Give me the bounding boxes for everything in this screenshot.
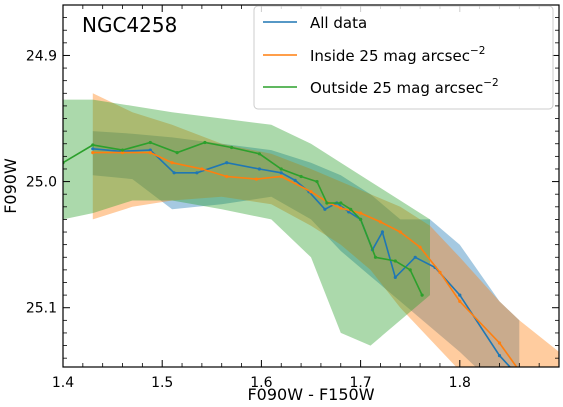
- point-inside: [200, 167, 204, 171]
- point-outside: [393, 259, 397, 263]
- point-inside: [254, 177, 258, 181]
- point-all-data: [195, 171, 199, 175]
- y-axis-label: F090W: [1, 158, 20, 214]
- y-tick-label: 25.1: [26, 301, 57, 317]
- point-inside: [398, 230, 402, 234]
- point-inside: [309, 190, 313, 194]
- point-inside: [170, 161, 174, 165]
- point-inside: [497, 341, 502, 345]
- x-tick-label: 1.5: [151, 375, 173, 391]
- point-outside: [325, 201, 329, 205]
- point-all-data: [279, 171, 283, 175]
- band-inside: [92, 93, 559, 367]
- series-lines: [63, 140, 521, 379]
- legend-label-all-data: All data: [310, 14, 367, 32]
- plot-frame: [62, 4, 560, 368]
- point-all-data: [413, 255, 417, 259]
- point-all-data: [148, 148, 152, 152]
- point-all-data: [257, 167, 261, 171]
- point-all-data: [497, 354, 502, 358]
- point-outside: [257, 152, 261, 156]
- point-outside: [420, 293, 424, 297]
- point-outside: [230, 145, 234, 150]
- legend-box: [253, 5, 554, 110]
- point-inside: [359, 211, 363, 215]
- point-outside: [120, 148, 125, 152]
- point-outside: [299, 174, 303, 179]
- band-all-data: [92, 131, 520, 367]
- x-tick-label: 1.4: [52, 375, 74, 391]
- point-all-data: [380, 230, 384, 234]
- band-outside: [63, 99, 430, 346]
- point-inside: [378, 220, 382, 224]
- x-tick-label: 1.6: [250, 375, 272, 391]
- x-tick-label: 1.8: [449, 375, 471, 391]
- point-inside: [120, 151, 125, 155]
- point-outside: [91, 143, 95, 147]
- point-all-data: [91, 147, 95, 151]
- point-outside: [148, 140, 152, 145]
- point-outside: [359, 217, 363, 221]
- point-inside: [339, 206, 343, 210]
- point-inside: [518, 369, 521, 372]
- point-outside: [373, 255, 378, 259]
- y-tick-label: 24.9: [26, 48, 57, 64]
- line-all-data: [92, 148, 512, 367]
- point-outside: [349, 207, 353, 211]
- point-outside: [408, 268, 412, 272]
- x-axis-label: F090W - F150W: [247, 385, 374, 404]
- point-all-data: [293, 178, 297, 182]
- point-inside: [279, 174, 283, 179]
- point-inside: [91, 151, 95, 155]
- legend-label-inside: Inside 25 mag arcsec−2: [310, 45, 485, 65]
- point-outside: [279, 167, 283, 171]
- point-all-data: [323, 207, 327, 211]
- point-all-data: [393, 275, 397, 279]
- point-inside: [458, 299, 462, 303]
- point-outside: [339, 201, 343, 205]
- chart-title: NGC4258: [82, 13, 177, 37]
- point-inside: [438, 270, 442, 274]
- point-outside: [175, 151, 179, 155]
- y-tick-label: 25.0: [26, 175, 57, 191]
- confidence-bands: [63, 93, 559, 367]
- legend-label-outside: Outside 25 mag arcsec−2: [310, 77, 499, 97]
- point-inside: [148, 151, 152, 155]
- point-all-data: [458, 293, 462, 297]
- x-tick-label: 1.7: [349, 375, 371, 391]
- point-inside: [225, 174, 229, 179]
- legend: All data Inside 25 mag arcsec−2 Outside …: [253, 5, 554, 110]
- point-inside: [418, 245, 422, 249]
- point-all-data: [518, 376, 521, 379]
- point-all-data: [172, 171, 176, 175]
- point-all-data: [225, 161, 229, 165]
- point-outside: [203, 140, 207, 145]
- point-outside: [315, 180, 319, 184]
